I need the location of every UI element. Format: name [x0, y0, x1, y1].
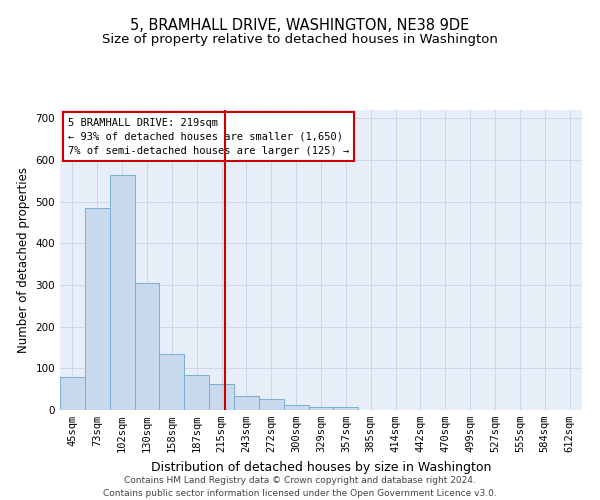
- Bar: [60, 376, 85, 410]
- Bar: [160, 354, 184, 410]
- Bar: [184, 374, 209, 410]
- Bar: [334, 406, 358, 410]
- Text: Contains HM Land Registry data © Crown copyright and database right 2024.
Contai: Contains HM Land Registry data © Crown c…: [103, 476, 497, 498]
- Bar: [259, 399, 284, 410]
- Bar: [85, 208, 110, 410]
- Text: Size of property relative to detached houses in Washington: Size of property relative to detached ho…: [102, 32, 498, 46]
- Bar: [209, 384, 234, 410]
- Y-axis label: Number of detached properties: Number of detached properties: [17, 167, 30, 353]
- Text: 5, BRAMHALL DRIVE, WASHINGTON, NE38 9DE: 5, BRAMHALL DRIVE, WASHINGTON, NE38 9DE: [130, 18, 470, 32]
- Bar: [308, 407, 334, 410]
- Text: 5 BRAMHALL DRIVE: 219sqm
← 93% of detached houses are smaller (1,650)
7% of semi: 5 BRAMHALL DRIVE: 219sqm ← 93% of detach…: [68, 118, 349, 156]
- Bar: [234, 396, 259, 410]
- Bar: [284, 405, 308, 410]
- Bar: [110, 174, 134, 410]
- X-axis label: Distribution of detached houses by size in Washington: Distribution of detached houses by size …: [151, 460, 491, 473]
- Bar: [134, 283, 160, 410]
